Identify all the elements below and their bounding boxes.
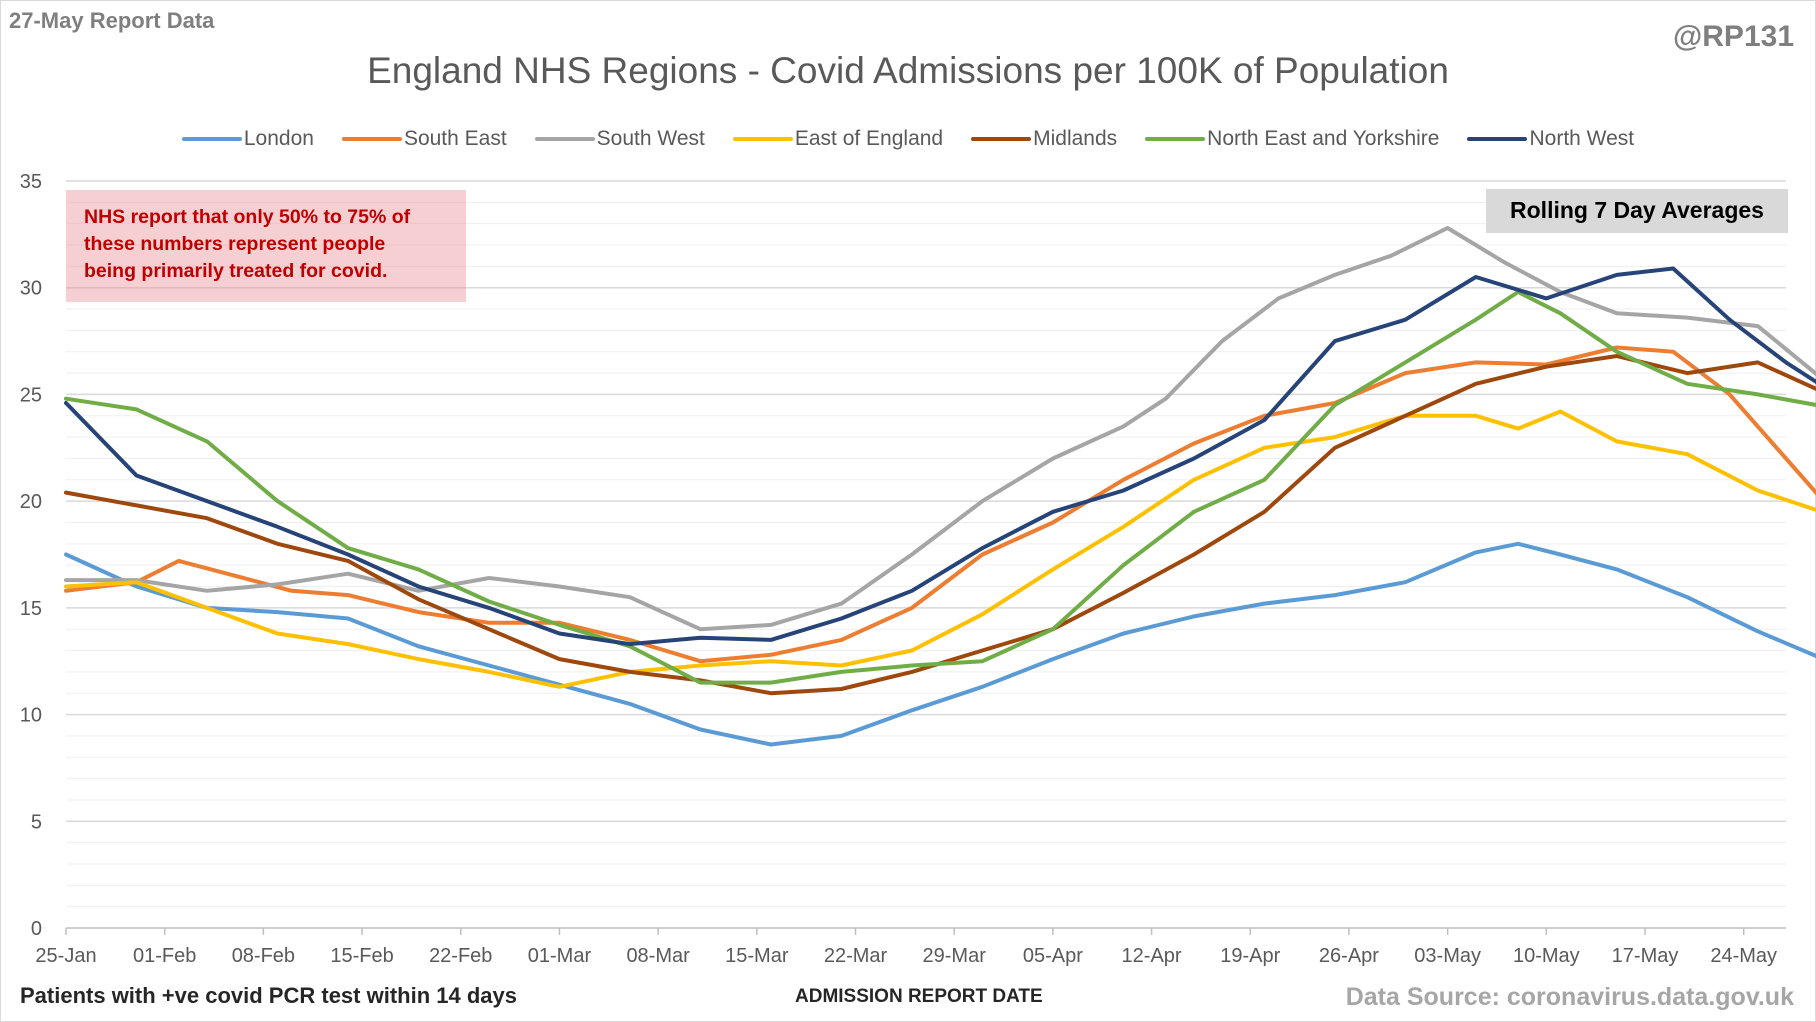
legend-item: North West	[1467, 122, 1634, 156]
y-tick-label: 0	[31, 918, 42, 940]
note-text: NHS report that only 50% to 75% of these…	[84, 204, 410, 285]
x-tick-label: 05-Apr	[1023, 945, 1083, 967]
x-axis-title: ADMISSION REPORT DATE	[795, 986, 1043, 1007]
legend-label: South West	[596, 127, 705, 150]
y-tick-label: 25	[20, 384, 42, 406]
legend-label: Midlands	[1033, 127, 1118, 150]
chart-title: England NHS Regions - Covid Admissions p…	[367, 50, 1449, 91]
y-tick-label: 5	[31, 811, 42, 833]
legend-item: North East and Yorkshire	[1145, 122, 1439, 156]
series-line-midlands	[64, 354, 1816, 696]
legend-swatch	[1145, 137, 1206, 141]
legend-label: South East	[403, 127, 507, 150]
y-tick-label: 10	[20, 705, 42, 727]
y-tick-label: 20	[20, 491, 42, 513]
x-tick-label: 29-Mar	[923, 945, 987, 967]
x-tick-label: 22-Feb	[429, 945, 492, 967]
legend-swatch	[732, 137, 793, 141]
y-tick-label: 35	[20, 171, 42, 193]
x-tick-label: 12-Apr	[1122, 945, 1182, 967]
data-source: Data Source: coronavirus.data.gov.uk	[1345, 983, 1794, 1011]
series-line-north-east-and-yorkshire	[64, 290, 1816, 685]
y-tick-label: 30	[20, 278, 42, 300]
chart-legend: London South East South West East of Englan…	[0, 122, 1816, 156]
legend-item: South East	[341, 122, 507, 156]
x-tick-label: 15-Mar	[725, 945, 789, 967]
legend-swatch	[1467, 137, 1528, 141]
legend-swatch	[181, 137, 242, 141]
legend-swatch	[341, 137, 402, 141]
x-tick-label: 08-Feb	[232, 945, 295, 967]
legend-label: East of England	[794, 127, 944, 150]
x-tick-label: 08-Mar	[626, 945, 690, 967]
x-tick-label: 10-May	[1513, 945, 1580, 967]
x-tick-label: 26-Apr	[1319, 945, 1379, 967]
x-tick-label: 03-May	[1414, 945, 1481, 967]
report-date-label: 27-May Report Data	[9, 8, 215, 33]
note-line: these numbers represent people	[84, 233, 386, 255]
legend-item: South West	[534, 122, 705, 156]
note-box: NHS report that only 50% to 75% of these…	[66, 190, 466, 302]
legend-item: Midlands	[971, 122, 1117, 156]
x-tick-label: 15-Feb	[330, 945, 393, 967]
legend-label: London	[243, 127, 314, 150]
x-tick-label: 01-Feb	[133, 945, 196, 967]
x-tick-label: 22-Mar	[824, 945, 888, 967]
series-line-south-east	[64, 345, 1816, 664]
footer-note: Patients with +ve covid PCR test within …	[20, 983, 517, 1008]
legend-swatch	[534, 137, 595, 141]
series-line-london	[64, 541, 1816, 747]
x-tick-label: 19-Apr	[1220, 945, 1280, 967]
series-line-north-west	[64, 266, 1816, 647]
legend-label: North East and Yorkshire	[1207, 127, 1440, 150]
x-tick-label: 17-May	[1612, 945, 1679, 967]
x-tick-label: 01-Mar	[528, 945, 592, 967]
legend-label: North West	[1529, 127, 1635, 150]
series-line-south-west	[64, 226, 1816, 632]
legend-swatch	[971, 137, 1032, 141]
author-handle: @RP131	[1673, 20, 1794, 53]
y-tick-label: 15	[20, 598, 42, 620]
note-line: being primarily treated for covid.	[84, 260, 388, 282]
rolling-average-label: Rolling 7 Day Averages	[1510, 197, 1764, 223]
x-tick-label: 24-May	[1710, 945, 1777, 967]
legend-item: London	[181, 122, 314, 156]
legend-item: East of England	[732, 122, 944, 156]
x-tick-label: 25-Jan	[35, 945, 96, 967]
note-line: NHS report that only 50% to 75% of	[84, 206, 411, 228]
rolling-average-badge: Rolling 7 Day Averages	[1486, 189, 1788, 233]
